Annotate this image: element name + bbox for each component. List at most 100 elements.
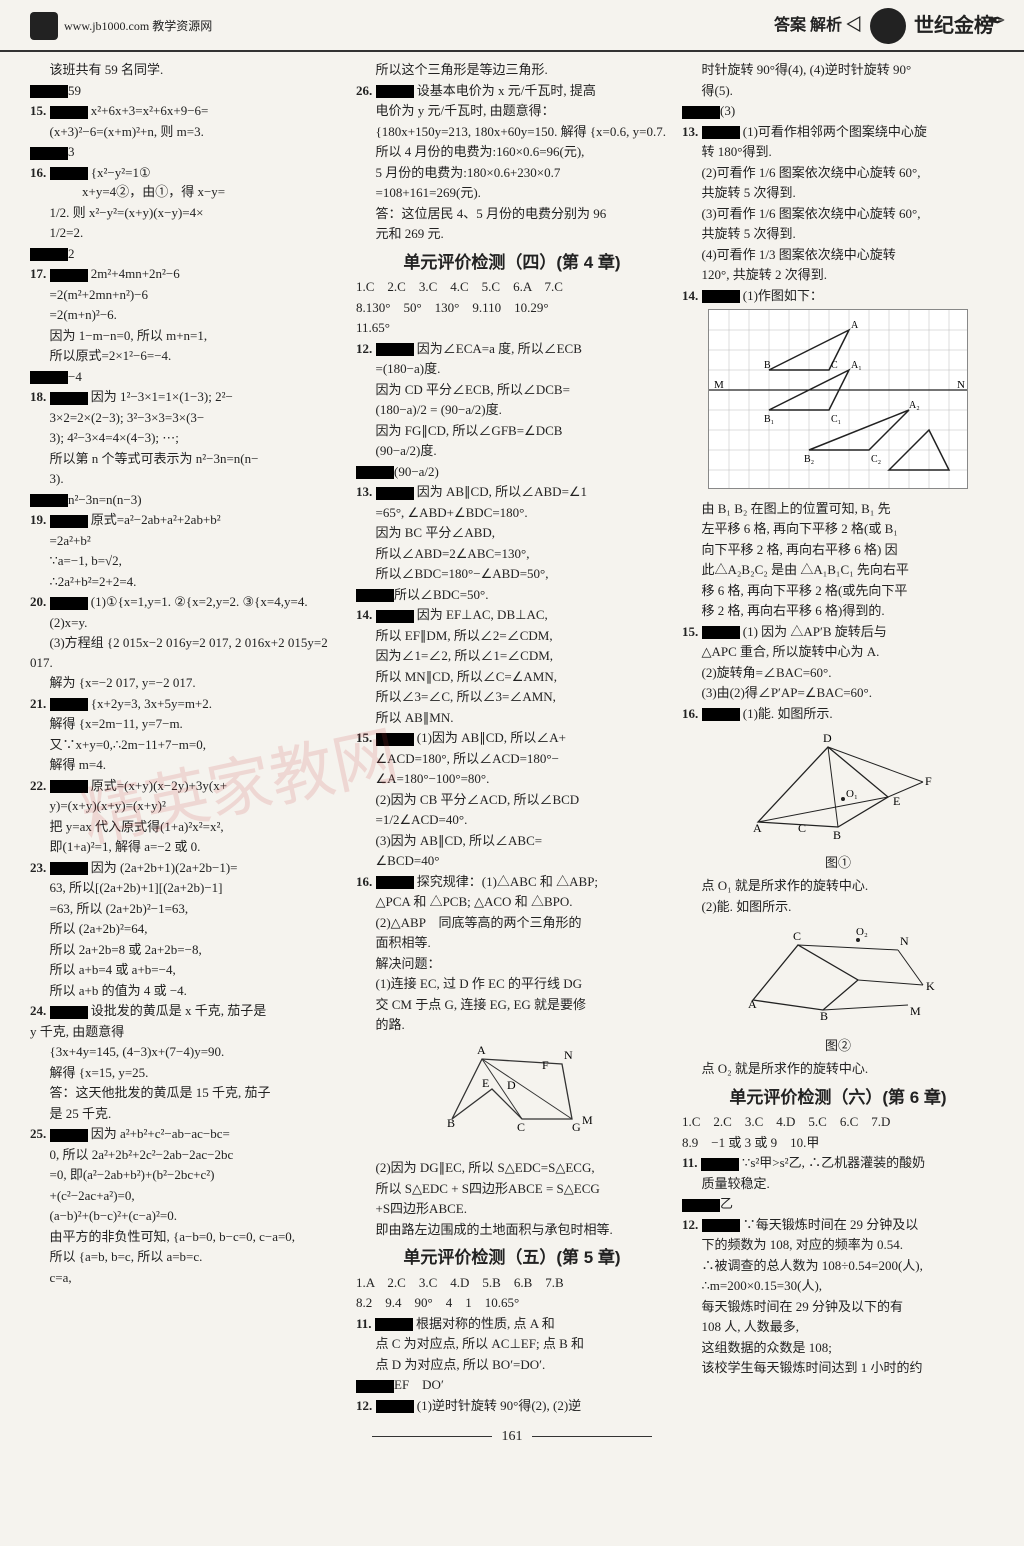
text: =108+161=269(元).: [356, 183, 668, 203]
svg-text:B: B: [833, 828, 841, 842]
text: 所以这个三角形是等边三角形.: [356, 60, 668, 80]
text: 所以原式=2×1²−6=−4.: [30, 346, 342, 366]
text: 所以 {a=b, b=c, 所以 a=b=c.: [30, 1247, 342, 1267]
text: y)=(x+y)(x+y)=(x+y)²: [30, 796, 342, 816]
text: ∴被调查的总人数为 108÷0.54=200(人),: [682, 1256, 994, 1276]
answers-row: 1.C 2.C 3.C 4.C 5.C 6.A 7.C: [356, 277, 668, 297]
text: 该校学生每天锻炼时间达到 1 小时的约: [682, 1358, 994, 1378]
section-4-title: 单元评价检测（四）(第 4 章): [356, 250, 668, 276]
text: 所以 4 月份的电费为:160×0.6=96(元),: [356, 142, 668, 162]
text: 59: [68, 83, 81, 98]
text: (x+3)²−6=(x+m)²+n, 则 m=3.: [30, 122, 342, 142]
grid-diagram: MN BAC B₁A₁C₁ B₂A₂C₂: [682, 309, 994, 495]
q23: 23. 因为 (2a+2b+1)(2a+2b−1)=: [30, 858, 342, 878]
text: c=a,: [30, 1268, 342, 1288]
svg-text:F: F: [925, 774, 932, 788]
text: 3); 4²−3×4=4×(4−3); ⋯;: [30, 428, 342, 448]
answers-row: 8.130° 50° 130° 9.110 10.29°: [356, 298, 668, 318]
text: 乙: [682, 1194, 994, 1214]
text: 所以 a+b=4 或 a+b=−4,: [30, 960, 342, 980]
q13: 13. 因为 AB∥CD, 所以∠ABD=∠1: [356, 482, 668, 502]
logo-icon: [30, 12, 58, 40]
svg-text:M: M: [910, 1004, 921, 1018]
svg-text:N: N: [564, 1048, 573, 1062]
text: =63, 所以 (2a+2b)²−1=63,: [30, 899, 342, 919]
text: 时针旋转 90°得(4), (4)逆时针旋转 90°: [682, 60, 994, 80]
text: +S四边形ABCE.: [356, 1199, 668, 1219]
text: 左平移 6 格, 再向下平移 2 格(或 B₁: [682, 519, 994, 539]
svg-text:O₂: O₂: [856, 926, 868, 938]
text: 点 O₂ 就是所求作的旋转中心.: [682, 1059, 994, 1079]
q14: 14. 因为 EF⊥AC, DB⊥AC,: [356, 605, 668, 625]
q25: 25. 因为 a²+b²+c²−ab−ac−bc=: [30, 1124, 342, 1144]
svg-text:B: B: [820, 1009, 828, 1023]
text: (90−a/2): [356, 462, 668, 482]
fig2-caption: 图②: [682, 1036, 994, 1056]
svg-text:C: C: [831, 360, 838, 371]
text: 3: [30, 142, 342, 162]
text: 质量较稳定.: [682, 1174, 994, 1194]
text: 此△A₂B₂C₂ 是由 △A₁B₁C₁ 先向右平: [682, 560, 994, 580]
svg-text:C: C: [793, 929, 801, 943]
text: y 千克, 由题意得: [30, 1022, 342, 1042]
answers-row: 11.65°: [356, 318, 668, 338]
text: {3x+4y=145, (4−3)x+(7−4)y=90.: [30, 1042, 342, 1062]
svg-text:B₂: B₂: [804, 454, 814, 465]
text: 所以第 n 个等式可表示为 n²−3n=n(n−: [30, 449, 342, 469]
text: 所以 EF∥DM, 所以∠2=∠CDM,: [356, 626, 668, 646]
fig1-svg: A B E D F C O₁: [728, 727, 948, 847]
columns: 该班共有 59 名同学. 59 15. x²+6x+3=x²+6x+9−6= (…: [0, 60, 1024, 1416]
q11: 11. 根据对称的性质, 点 A 和: [356, 1314, 668, 1334]
diagram-fig1: A B E D F C O₁ 图①: [682, 727, 994, 872]
text: ∠ACD=180°, 所以∠ACD=180°−: [356, 749, 668, 769]
text: 元和 269 元.: [356, 224, 668, 244]
text: (90−a/2)度.: [356, 441, 668, 461]
svg-text:B₁: B₁: [764, 414, 774, 425]
text: (2)因为 DG∥EC, 所以 S△EDC=S△ECG,: [356, 1158, 668, 1178]
text: EF DO′: [356, 1375, 668, 1395]
text: 1/2. 则 x²−y²=(x+y)(x−y)=4×: [30, 203, 342, 223]
text: 120°, 共旋转 2 次得到.: [682, 265, 994, 285]
text: =1/2∠ACD=40°.: [356, 810, 668, 830]
column-3: 时针旋转 90°得(4), (4)逆时针旋转 90° 得(5). (3) 13.…: [682, 60, 994, 1416]
svg-text:C: C: [798, 821, 806, 835]
fig1-caption: 图①: [682, 853, 994, 873]
text: 把 y=ax 代入原式得(1+a)²x²=x²,: [30, 817, 342, 837]
text: (2)x=y.: [30, 613, 342, 633]
text: =0, 即(a²−2ab+b²)+(b²−2bc+c²): [30, 1165, 342, 1185]
svg-text:M: M: [714, 379, 724, 391]
text: 下的频数为 108, 对应的频率为 0.54.: [682, 1235, 994, 1255]
q22: 22. 原式=(x+y)(x−2y)+3y(x+: [30, 776, 342, 796]
text: 由平方的非负性可知, {a−b=0, b−c=0, c−a=0,: [30, 1227, 342, 1247]
text: =2(m+n)²−6.: [30, 305, 342, 325]
svg-text:K: K: [926, 979, 935, 993]
text: 点 O₁ 就是所求作的旋转中心.: [682, 876, 994, 896]
diagram-fig2: A B C N K M O₂ 图②: [682, 920, 994, 1055]
text: 共旋转 5 次得到.: [682, 183, 994, 203]
text: =65°, ∠ABD+∠BDC=180°.: [356, 503, 668, 523]
answers-row: 8.9 −1 或 3 或 9 10.甲: [682, 1133, 994, 1153]
header-url: www.jb1000.com 教学资源网: [64, 17, 212, 35]
svg-text:M: M: [582, 1113, 593, 1127]
text: (2)可看作 1/6 图案依次绕中心旋转 60°,: [682, 163, 994, 183]
svg-text:A: A: [748, 997, 757, 1011]
text: (3)方程组 {2 015x−2 016y=2 017, 2 016x+2 01…: [30, 633, 342, 672]
column-1: 该班共有 59 名同学. 59 15. x²+6x+3=x²+6x+9−6= (…: [30, 60, 342, 1416]
text: 因为 BC 平分∠ABD,: [356, 523, 668, 543]
text: (4)可看作 1/3 图案依次绕中心旋转: [682, 245, 994, 265]
q16: 16. (1)能. 如图所示.: [682, 704, 994, 724]
q12: 12. (1)逆时针旋转 90°得(2), (2)逆: [356, 1396, 668, 1416]
text: 答：这位居民 4、5 月份的电费分别为 96: [356, 204, 668, 224]
text: (2)能. 如图所示.: [682, 897, 994, 917]
text: △PCA 和 △PCB; △ACO 和 △BPO.: [356, 892, 668, 912]
text: +(c²−2ac+a²)=0,: [30, 1186, 342, 1206]
text: −4: [30, 367, 342, 387]
section-5-title: 单元评价检测（五）(第 5 章): [356, 1245, 668, 1271]
text: 解得 m=4.: [30, 755, 342, 775]
text: (1)连接 EC, 过 D 作 EC 的平行线 DG: [356, 974, 668, 994]
text: (a−b)²+(b−c)²+(c−a)²=0.: [30, 1206, 342, 1226]
text: ∴2a²+b²=2+2=4.: [30, 572, 342, 592]
q16: 16. {x²−y²=1① x+y=4②，由①，得 x−y=: [30, 163, 342, 202]
text: 所以∠3=∠C, 所以∠3=∠AMN,: [356, 687, 668, 707]
brand-text: 世纪金榜: [914, 11, 994, 41]
